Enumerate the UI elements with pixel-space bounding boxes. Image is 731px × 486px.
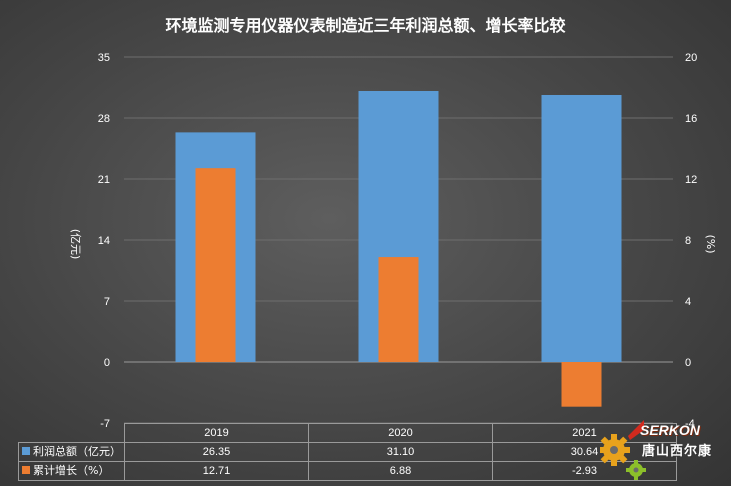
category-label: 2020 [308,423,493,443]
data-table-row-growth: 累计增长（%） 12.71 6.88 -2.93 [18,461,677,481]
y-tick-label: 7 [104,296,110,308]
data-label: 26.35 [124,442,309,462]
y2-tick-label: 16 [685,113,697,125]
y2-axis-title: (%) [704,234,717,253]
data-table-row-profit: 利润总额（亿元） 26.35 31.10 30.64 [18,442,677,462]
logo-chinese-name: 唐山西尔康 [642,444,713,459]
y-tick-label: 0 [104,357,110,369]
data-table-corner [18,423,125,443]
bar-growth [561,362,602,407]
y-tick-label: 35 [98,52,110,64]
y2-tick-label: -4 [685,418,695,430]
y-axis-title: (亿元) [69,229,82,260]
series-legend-growth: 累计增长（%） [18,461,125,481]
y2-tick-label: 4 [685,296,691,308]
logo-name: SERKON [640,422,700,438]
legend-swatch-orange [22,466,30,474]
series-name: 利润总额（亿元） [33,445,121,458]
series-legend-profit: 利润总额（亿元） [18,442,125,462]
data-label: 31.10 [308,442,493,462]
data-label: 30.64 [492,442,677,462]
legend-swatch-blue [22,447,30,455]
data-label: 12.71 [124,461,309,481]
data-table-header-row: 2019 2020 2021 [18,423,677,443]
data-label: 6.88 [308,461,493,481]
serkon-logo: SERKON 唐山西尔康 [598,416,731,486]
y-tick-label: 28 [98,113,110,125]
bar-growth [195,168,236,362]
y2-tick-label: 0 [685,357,691,369]
chart-title: 环境监测专用仪器仪表制造近三年利润总额、增长率比较 [165,16,566,35]
y2-tick-label: 20 [685,52,697,64]
y-tick-label: 14 [98,235,110,247]
y-tick-label: 21 [98,174,110,186]
y2-tick-label: 12 [685,174,697,186]
data-table: 2019 2020 2021 利润总额（亿元） 26.35 31.10 30.6… [18,423,677,481]
series-name: 累计增长（%） [33,464,110,477]
y2-tick-label: 8 [685,235,691,247]
bar-profit [541,94,622,362]
category-label: 2019 [124,423,309,443]
bars [175,90,622,407]
bar-growth [378,257,419,362]
gear-icon [598,420,646,480]
